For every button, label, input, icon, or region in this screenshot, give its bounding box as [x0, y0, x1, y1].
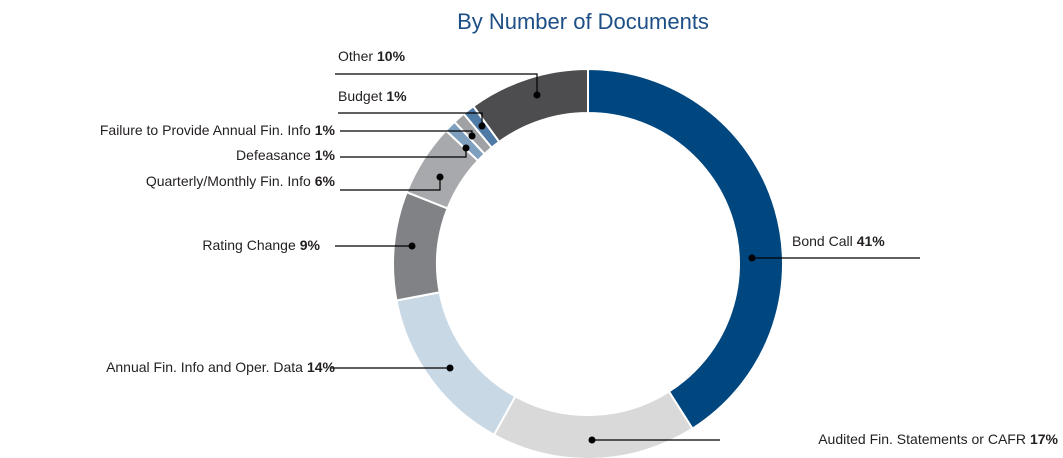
category-label: Other [338, 48, 373, 64]
data-label: Defeasance 1% [236, 147, 336, 163]
value-label: 6% [315, 173, 336, 189]
donut-segment [395, 291, 517, 437]
data-label: Other 10% [338, 48, 406, 64]
value-label: 17% [1030, 431, 1059, 447]
donut-segment [587, 67, 784, 431]
data-label: Rating Change 9% [202, 237, 320, 253]
category-label: Audited Fin. Statements or CAFR [818, 431, 1026, 447]
donut-segment [471, 67, 589, 144]
leader-dot [468, 132, 476, 140]
category-label: Bond Call [792, 233, 853, 249]
donut-segment [492, 390, 694, 458]
value-label: 14% [307, 359, 336, 375]
data-label: Quarterly/Monthly Fin. Info 6% [146, 173, 336, 189]
leader-dot [748, 254, 756, 262]
category-label: Defeasance [236, 147, 311, 163]
data-label: Bond Call 41% [792, 233, 885, 249]
data-label: Annual Fin. Info and Oper. Data 14% [106, 359, 335, 375]
category-label: Budget [338, 88, 382, 104]
leader-line [335, 73, 538, 95]
leader-dot [436, 173, 444, 181]
leader-line [340, 177, 441, 191]
value-label: 1% [386, 88, 407, 104]
data-label: Budget 1% [338, 88, 407, 104]
category-label: Failure to Provide Annual Fin. Info [100, 122, 311, 138]
leader-dot [408, 242, 416, 250]
value-label: 1% [315, 122, 336, 138]
leader-dot [446, 364, 454, 372]
value-label: 9% [300, 237, 321, 253]
leader-dot [462, 144, 470, 152]
leader-line [338, 112, 483, 126]
value-label: 10% [377, 48, 406, 64]
leader-dot [478, 122, 486, 130]
chart-title: By Number of Documents [457, 9, 709, 34]
data-label: Audited Fin. Statements or CAFR 17% [818, 431, 1058, 447]
category-label: Quarterly/Monthly Fin. Info [146, 173, 311, 189]
data-label: Failure to Provide Annual Fin. Info 1% [100, 122, 336, 138]
value-label: 41% [857, 233, 886, 249]
leader-dot [588, 436, 596, 444]
category-label: Annual Fin. Info and Oper. Data [106, 359, 303, 375]
leader-dot [533, 91, 541, 99]
value-label: 1% [315, 147, 336, 163]
category-label: Rating Change [202, 237, 296, 253]
